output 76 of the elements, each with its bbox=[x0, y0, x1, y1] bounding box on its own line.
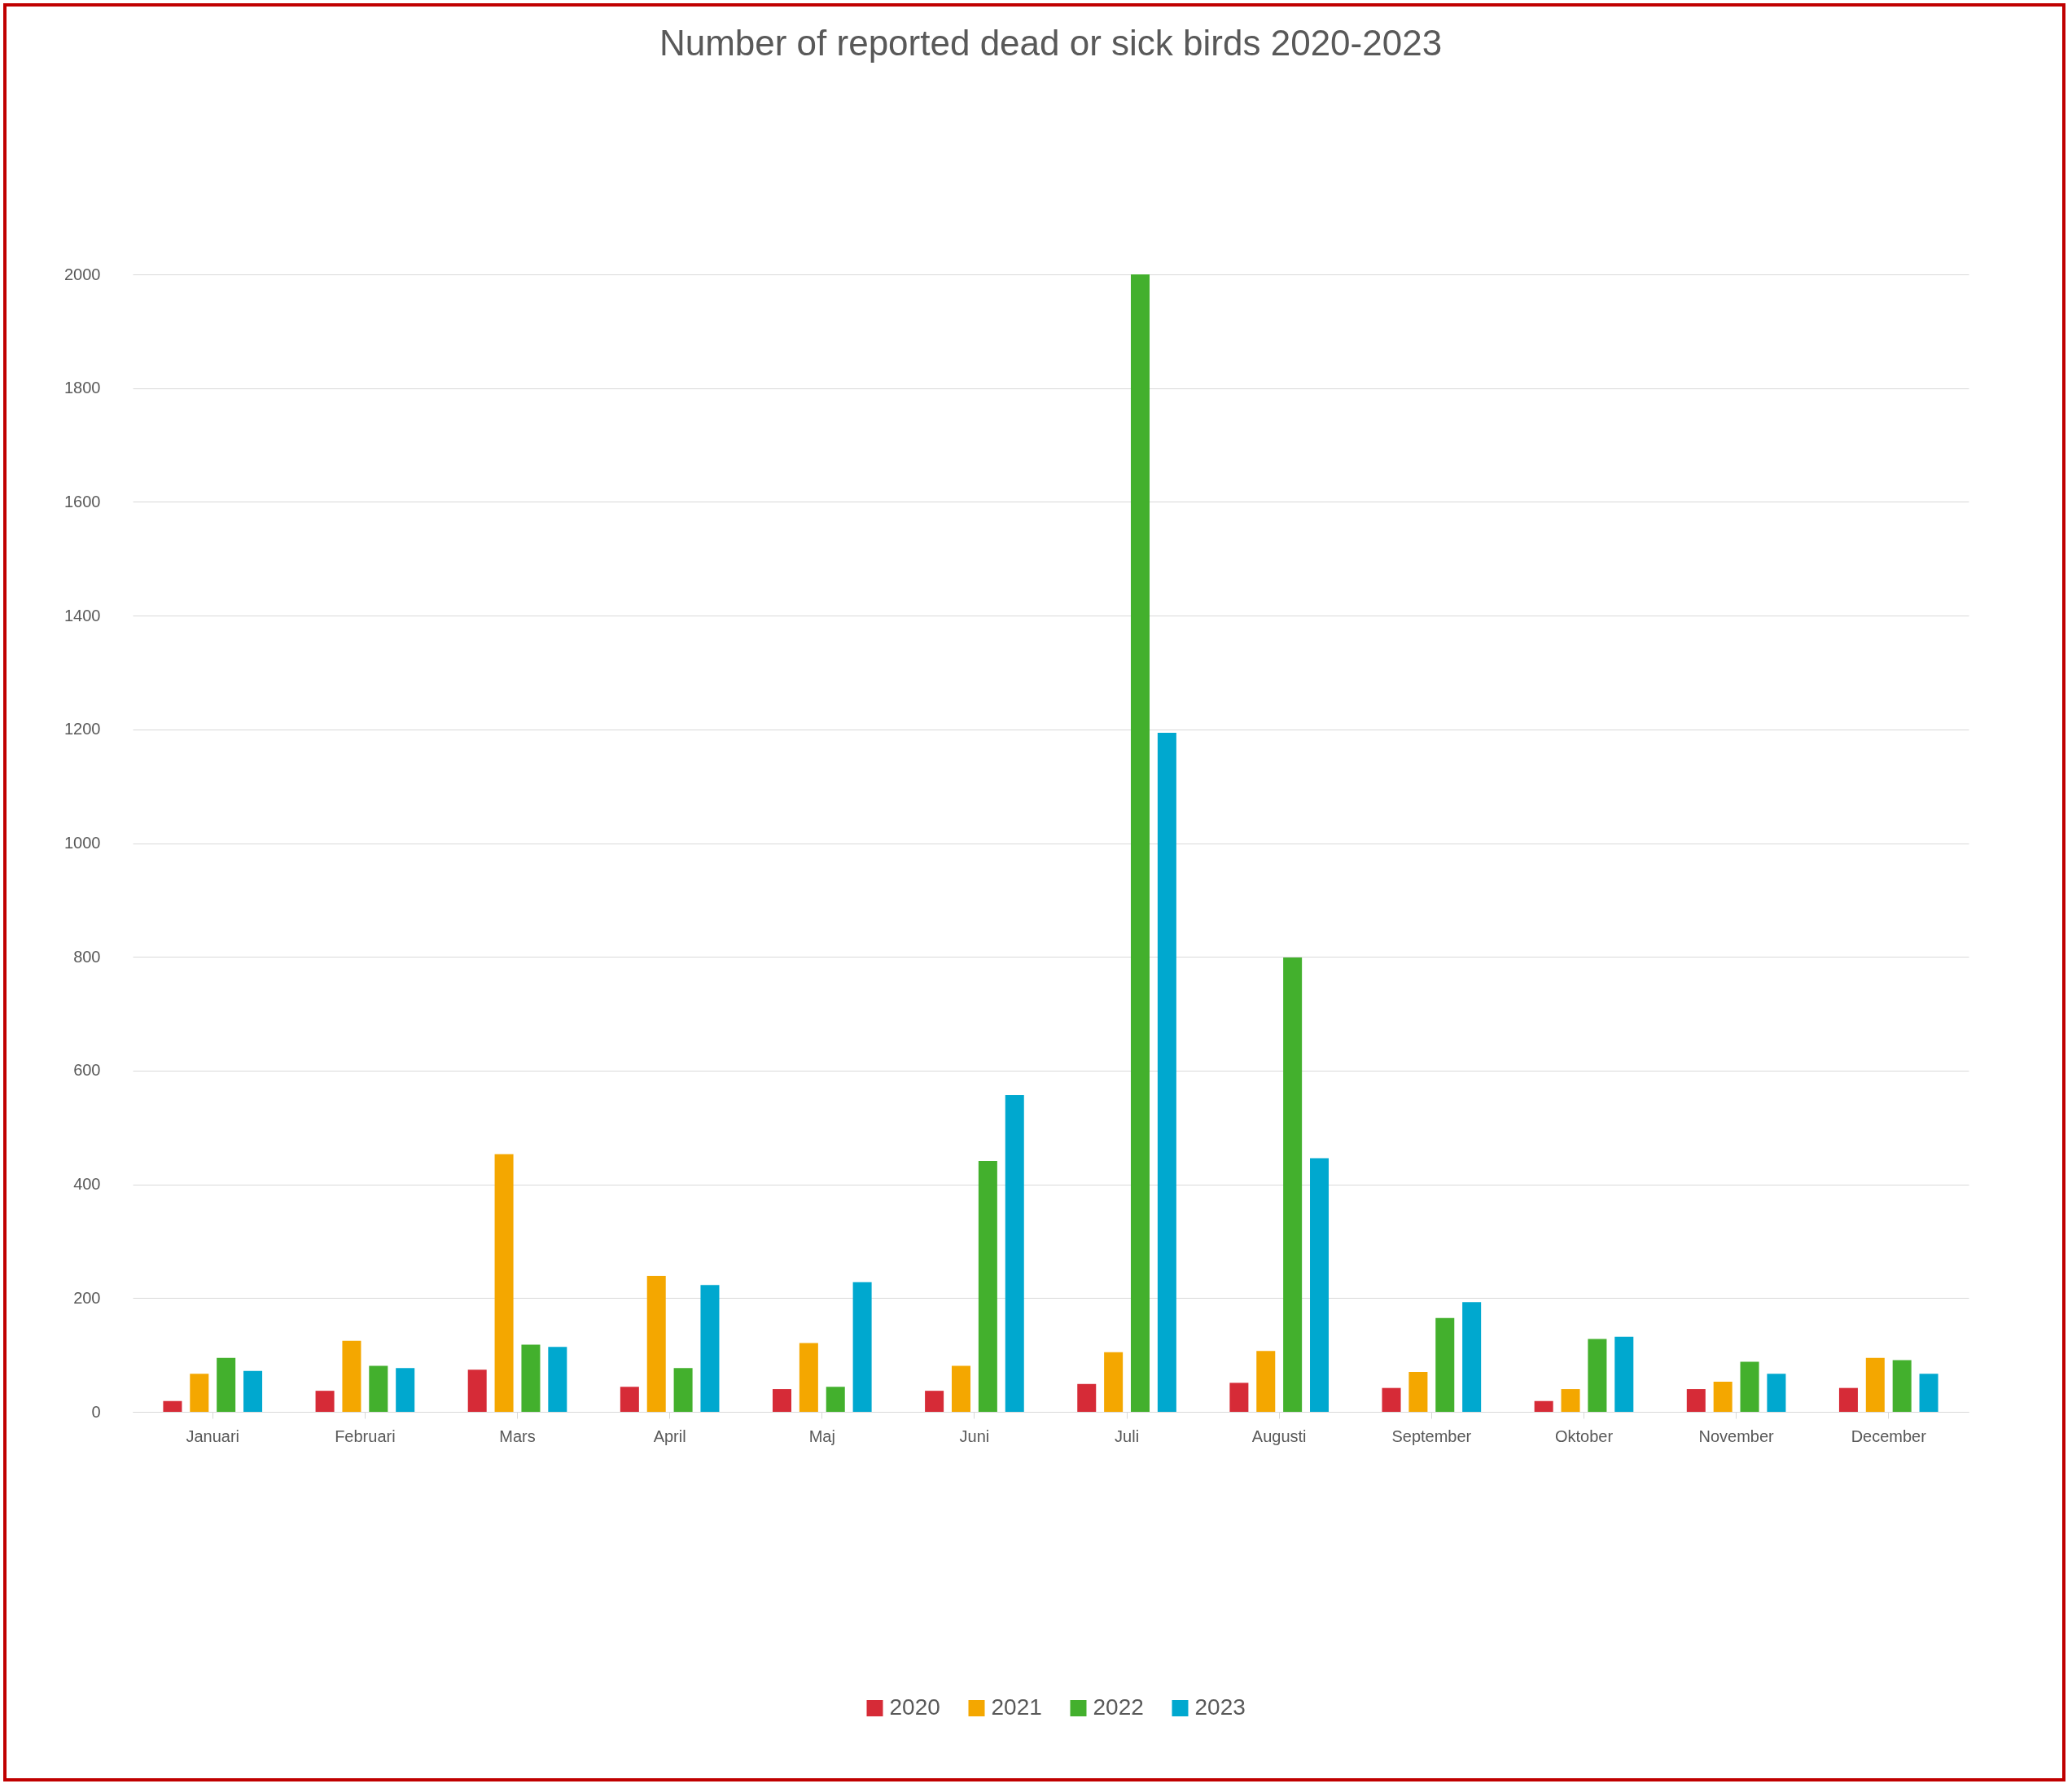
y-tick-label: 800 bbox=[73, 947, 101, 966]
bar bbox=[1534, 1400, 1553, 1412]
x-tick-label: November bbox=[1698, 1426, 1775, 1445]
bar bbox=[1435, 1317, 1455, 1412]
bar bbox=[342, 1340, 361, 1412]
x-tick-label: Oktober bbox=[1554, 1426, 1614, 1445]
bar bbox=[1740, 1361, 1759, 1412]
bar bbox=[315, 1391, 335, 1412]
y-tick-label: 0 bbox=[91, 1402, 101, 1421]
x-tick-label: Juli bbox=[1115, 1426, 1140, 1445]
bar bbox=[1131, 274, 1150, 1412]
bar bbox=[1892, 1360, 1912, 1412]
y-tick-label: 1000 bbox=[64, 834, 101, 852]
bar bbox=[1838, 1387, 1858, 1412]
bar bbox=[1104, 1352, 1124, 1412]
y-tick-label: 200 bbox=[73, 1288, 101, 1307]
bar bbox=[925, 1391, 944, 1412]
bar bbox=[620, 1387, 639, 1412]
bar bbox=[1077, 1383, 1097, 1412]
bar bbox=[1005, 1094, 1024, 1412]
bar bbox=[467, 1369, 487, 1412]
bar bbox=[1157, 732, 1176, 1412]
y-tick-label: 400 bbox=[73, 1175, 101, 1194]
bar bbox=[1256, 1351, 1276, 1412]
x-tick-label: December bbox=[1851, 1426, 1927, 1445]
bar bbox=[646, 1276, 666, 1412]
y-tick-label: 2000 bbox=[64, 265, 101, 283]
legend-label: 2023 bbox=[1194, 1694, 1246, 1720]
bar bbox=[163, 1400, 182, 1412]
bar bbox=[1614, 1336, 1634, 1412]
x-tick-label: September bbox=[1391, 1426, 1472, 1445]
bar bbox=[190, 1374, 209, 1412]
bar bbox=[1408, 1372, 1428, 1412]
bar bbox=[700, 1285, 720, 1412]
y-tick-label: 1800 bbox=[64, 379, 101, 397]
bar bbox=[521, 1344, 541, 1412]
bar bbox=[217, 1357, 236, 1412]
bar bbox=[243, 1370, 263, 1412]
x-tick-label: Maj bbox=[808, 1426, 835, 1445]
bar bbox=[951, 1365, 970, 1412]
bar bbox=[548, 1347, 567, 1412]
bar bbox=[1686, 1389, 1706, 1412]
bar bbox=[1767, 1374, 1786, 1412]
bar bbox=[1382, 1387, 1401, 1412]
bar bbox=[826, 1387, 845, 1412]
x-tick-label: April bbox=[653, 1426, 686, 1445]
x-tick-label: Mars bbox=[499, 1426, 536, 1445]
bar bbox=[1229, 1383, 1249, 1412]
y-tick-label: 1400 bbox=[64, 606, 101, 624]
y-tick-label: 1600 bbox=[64, 492, 101, 511]
bar bbox=[978, 1160, 997, 1412]
bar bbox=[1462, 1302, 1482, 1412]
bar bbox=[494, 1154, 514, 1412]
x-tick-label: Januari bbox=[186, 1426, 240, 1445]
legend-label: 2020 bbox=[889, 1694, 940, 1720]
y-tick-label: 1200 bbox=[64, 720, 101, 738]
bar bbox=[852, 1282, 872, 1412]
bar bbox=[1713, 1381, 1733, 1412]
bar bbox=[1283, 957, 1303, 1412]
bar bbox=[1310, 1158, 1329, 1412]
y-tick-label: 600 bbox=[73, 1061, 101, 1080]
chart-title: Number of reported dead or sick birds 2020-2023 bbox=[659, 23, 1443, 63]
bar bbox=[673, 1368, 693, 1412]
bar bbox=[396, 1368, 415, 1412]
legend-label: 2022 bbox=[1093, 1694, 1144, 1720]
bar bbox=[772, 1389, 791, 1412]
bar bbox=[1919, 1374, 1938, 1412]
bar bbox=[1561, 1389, 1580, 1412]
x-tick-label: Februari bbox=[335, 1426, 396, 1445]
bar bbox=[369, 1365, 388, 1412]
x-tick-label: Juni bbox=[959, 1426, 990, 1445]
x-tick-label: Augusti bbox=[1251, 1426, 1307, 1445]
bar bbox=[1588, 1339, 1607, 1412]
legend-label: 2021 bbox=[991, 1694, 1042, 1720]
bar bbox=[799, 1343, 818, 1412]
bar bbox=[1865, 1357, 1885, 1412]
